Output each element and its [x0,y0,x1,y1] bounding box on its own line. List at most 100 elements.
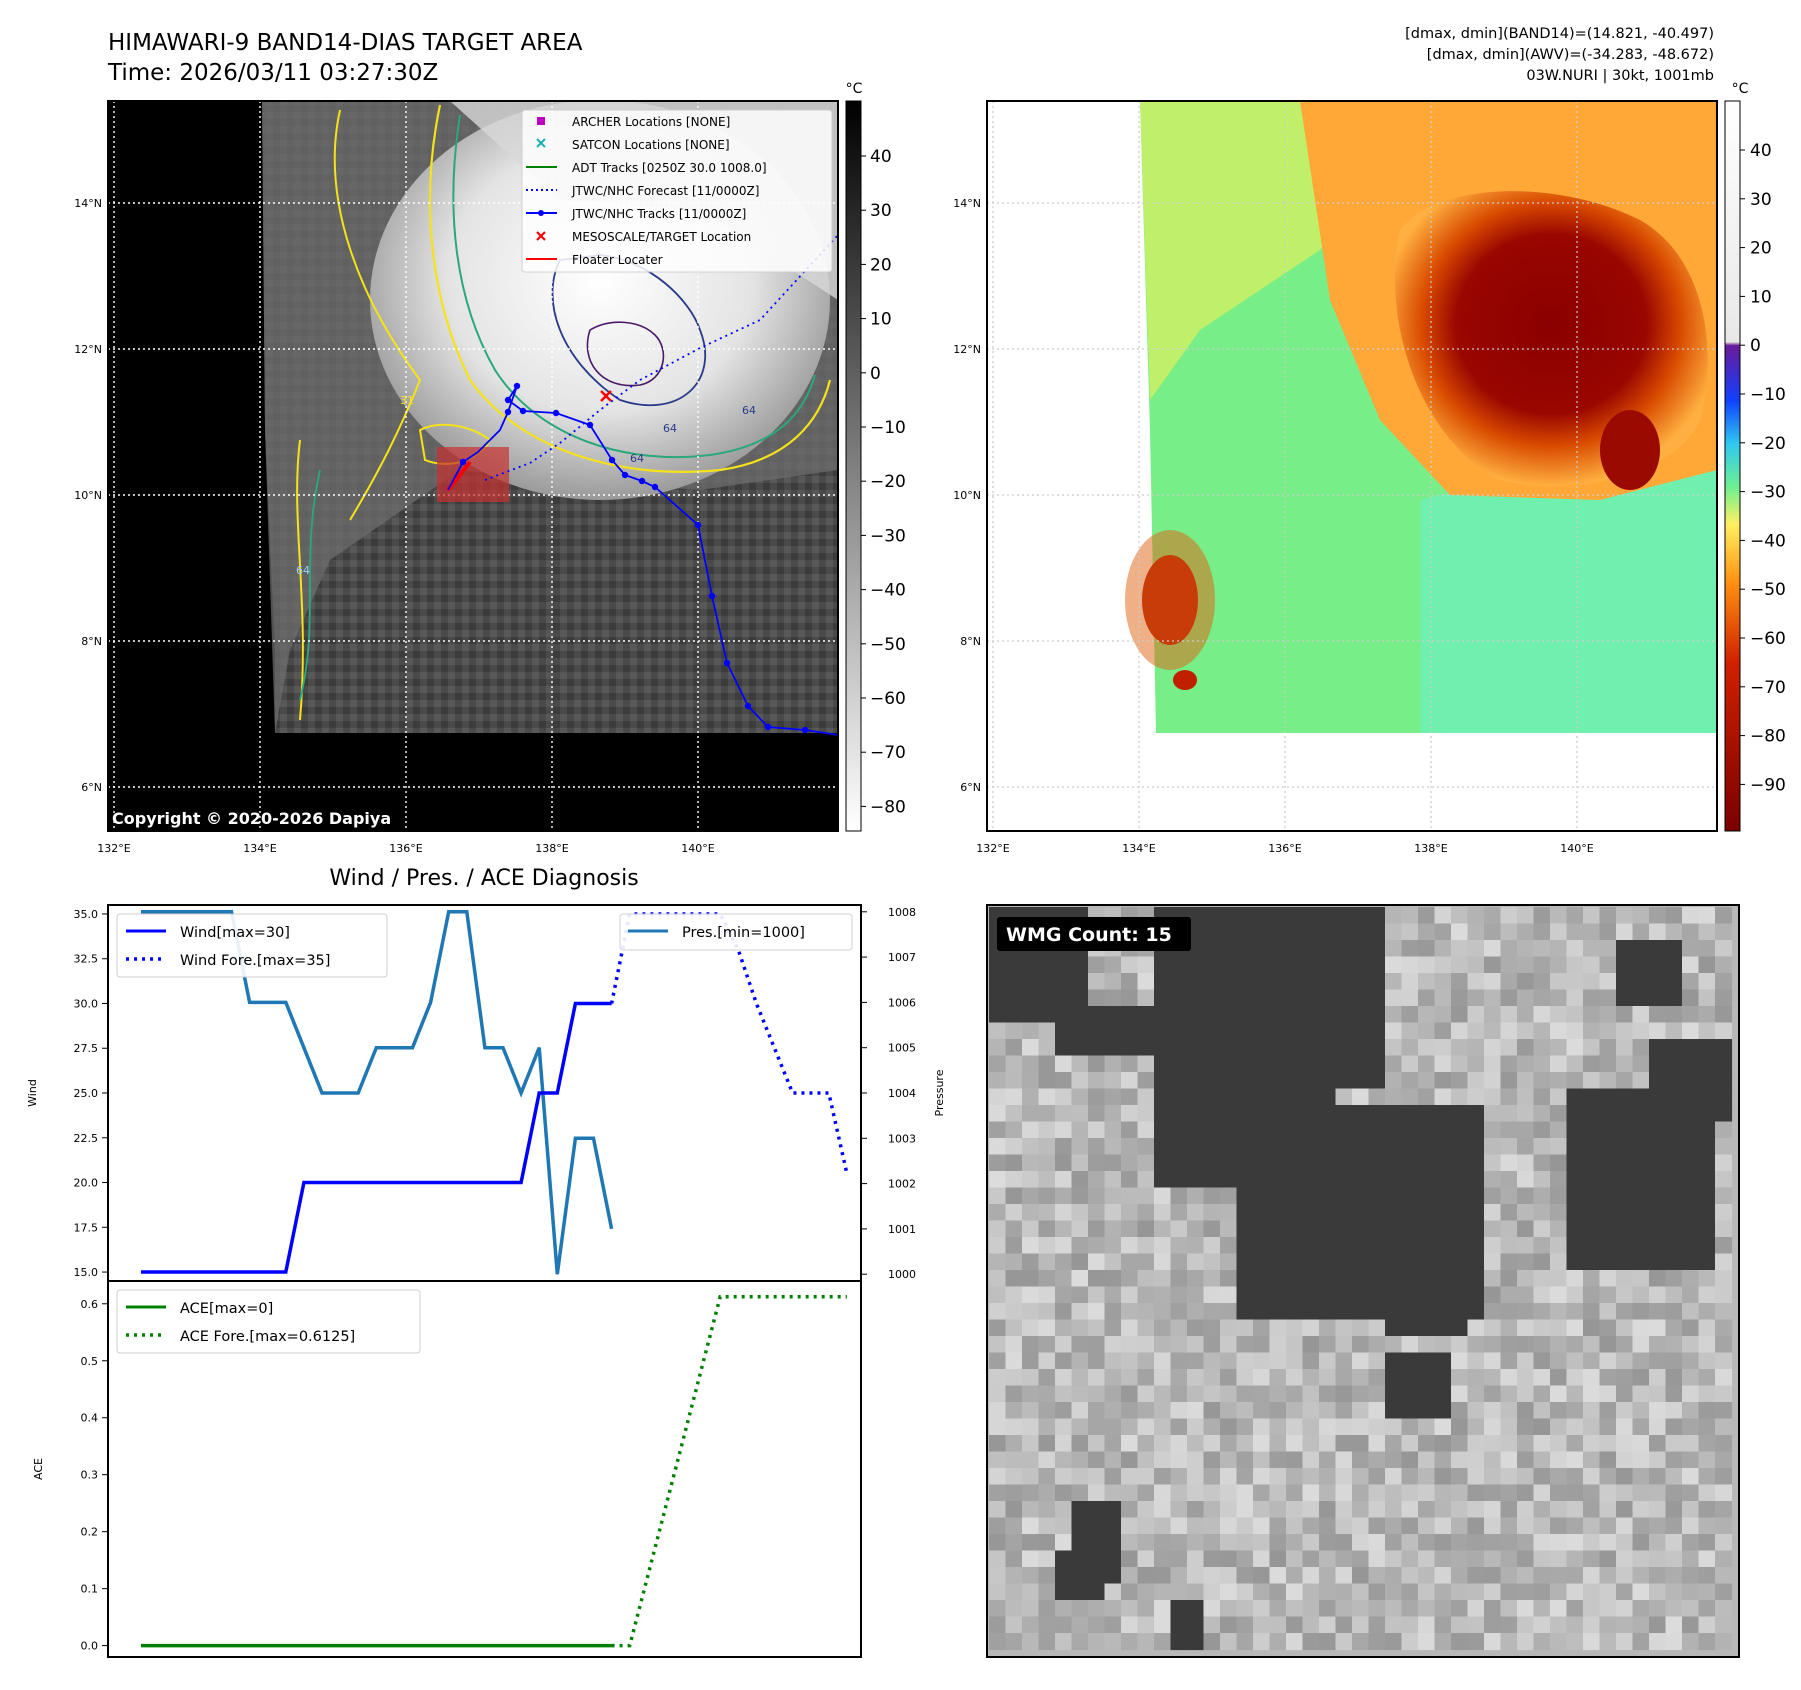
wmg-cell [1500,1600,1518,1618]
wmg-cell [1335,1418,1353,1436]
wmg-cell [1533,1204,1551,1222]
ir-map-panel: 31 64 64 64 64 ARCHER Locations [NONE] S… [107,100,839,832]
wmg-cell [1236,1088,1254,1106]
wmg-cell [1187,1501,1205,1519]
wmg-cell [1137,1022,1155,1040]
wmg-cell [1187,1055,1205,1073]
wmg-cell [1418,1435,1436,1453]
wmg-cell [1203,1468,1221,1486]
wmg-cell [1698,1336,1716,1354]
wmg-cell [1203,1567,1221,1585]
wmg-cell [1335,973,1353,991]
wmg-cell [989,989,1007,1007]
wmg-cell [1236,1171,1254,1189]
wmg-cell [1137,1352,1155,1370]
wmg-cell [1715,1088,1733,1106]
wmg-cell [1022,1220,1040,1238]
wmg-cell [1302,1039,1320,1057]
wmg-cell [1236,1303,1254,1321]
wmg-cell [1550,1583,1568,1601]
wmg-cell [1137,1187,1155,1205]
wmg-cell [1451,1336,1469,1354]
wmg-cell [1269,1171,1287,1189]
wmg-cell [1071,1435,1089,1453]
wmg-cell [1302,1633,1320,1651]
wmg-cell [1022,1072,1040,1090]
awv-colorbar-tick-label: 0 [1750,336,1761,356]
wmg-cell [1583,973,1601,991]
wmg-cell [1698,1402,1716,1420]
wmg-cell [1203,1352,1221,1370]
wmg-cell [1055,1237,1073,1255]
wmg-cell [1550,989,1568,1007]
wmg-cell [1682,1204,1700,1222]
wmg-cell [1104,1006,1122,1024]
wmg-cell [1368,1567,1386,1585]
wmg-cell [1302,1171,1320,1189]
wmg-cell [1302,1352,1320,1370]
wmg-cell [1088,1154,1106,1172]
wmg-cell [1682,1385,1700,1403]
wmg-cell [989,1237,1007,1255]
wmg-cell [1319,973,1337,991]
wmg-cell [1253,1550,1271,1568]
target-marker [536,231,546,241]
wmg-cell [1368,1319,1386,1337]
wmg-cell [1319,1204,1337,1222]
legend-pressure: Pres.[min=1000] [682,925,805,941]
wmg-cell [1055,1303,1073,1321]
wmg-cell [1071,1237,1089,1255]
wmg-cell [1484,973,1502,991]
wmg-cell [1220,1138,1238,1156]
wmg-cell [1104,1270,1122,1288]
wmg-cell [1104,1237,1122,1255]
wmg-cell [1088,1600,1106,1618]
wmg-cell [1352,1616,1370,1634]
wmg-cell [1451,1550,1469,1568]
wmg-cell [1302,1385,1320,1403]
wmg-cell [1665,956,1683,974]
wmg-cell [1418,1369,1436,1387]
wmg-cell [1088,1418,1106,1436]
wmg-cell [1517,1237,1535,1255]
wmg-cell [1616,1270,1634,1288]
wmg-cell [1302,1006,1320,1024]
wmg-cell [1055,1633,1073,1651]
wmg-cell [1253,1187,1271,1205]
wmg-cell [1368,1633,1386,1651]
wmg-cell [1484,1022,1502,1040]
wmg-cell [1665,1484,1683,1502]
wmg-cell [1121,1319,1139,1337]
legend-ace: ACE[max=0] [180,1301,273,1317]
wmg-cell [1071,1006,1089,1024]
wmg-cell [1583,1270,1601,1288]
wmg-cell [1187,1138,1205,1156]
wmg-cell [1286,1418,1304,1436]
wmg-cell [1269,1534,1287,1552]
wmg-cell [1368,1171,1386,1189]
wmg-cell [1566,1501,1584,1519]
wmg-cell [1137,1550,1155,1568]
wmg-cell [1187,1583,1205,1601]
wmg-cell [1005,1171,1023,1189]
wmg-cell [1451,1220,1469,1238]
wmg-cell [1203,1286,1221,1304]
wmg-cell [1071,1418,1089,1436]
lat-label: 6°N [960,781,981,794]
wmg-cell [1467,1105,1485,1123]
wmg-cell [1467,1072,1485,1090]
wmg-cell [1434,1055,1452,1073]
wmg-cell [1104,1534,1122,1552]
wmg-cell [1302,1550,1320,1568]
wmg-cell [1500,1319,1518,1337]
wmg-cell [1038,1501,1056,1519]
wmg-cell [1484,1451,1502,1469]
wmg-cell [1368,1138,1386,1156]
wmg-cell [1286,1583,1304,1601]
wmg-cell [1533,1418,1551,1436]
wmg-cell [1236,1154,1254,1172]
wmg-cell [1154,1006,1172,1024]
wmg-cell [1253,1600,1271,1618]
wmg-cell [1533,1451,1551,1469]
wmg-cell [989,1451,1007,1469]
